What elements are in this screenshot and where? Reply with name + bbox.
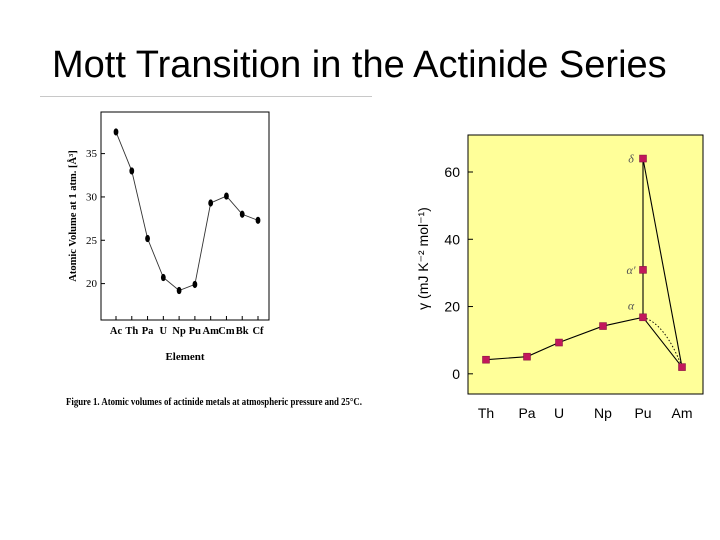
volume-point <box>113 128 119 136</box>
volume-point <box>176 286 182 295</box>
volume-point <box>208 199 214 207</box>
phase-label: α <box>628 298 635 312</box>
x-tick-label: Cm <box>218 326 235 337</box>
x-tick-label: Bk <box>236 326 249 337</box>
y-tick-label: 35 <box>86 148 98 160</box>
phase-label: α′ <box>627 263 636 277</box>
y-tick-label: 25 <box>86 235 98 247</box>
x-axis-label: Element <box>165 351 204 363</box>
gamma-point <box>599 322 607 330</box>
x-tick-label: U <box>554 405 564 421</box>
volume-point <box>224 192 229 200</box>
volume-point <box>160 273 166 282</box>
atomic-volume-chart: 20 25 30 35 Ac Th Pa U Np Pu Am Cm Bk Cf Atomic Volume… <box>66 111 362 408</box>
delta-am-line <box>642 158 683 368</box>
x-tick-label: Cf <box>252 326 264 337</box>
plot-area <box>467 134 704 395</box>
volume-point <box>239 210 245 218</box>
gamma-point <box>678 363 686 371</box>
gamma-line <box>485 316 683 368</box>
gamma-point <box>523 352 531 361</box>
y-tick-label: 0 <box>452 366 460 382</box>
y-tick-label: 20 <box>444 299 460 315</box>
volume-point <box>129 167 135 175</box>
volume-point <box>192 280 198 289</box>
slide-title: Mott Transition in the Actinide Series <box>52 44 667 86</box>
y-tick-label: 60 <box>444 164 460 180</box>
gamma-phase-point <box>639 154 647 163</box>
phase-label: δ <box>628 152 634 166</box>
gamma-chart: 0 20 40 60 Th Pa U Np Pu Am α′ δ α γ (mJ K⁻² mol⁻¹) <box>415 134 704 421</box>
x-tick-label: Np <box>172 326 186 337</box>
plot-frame <box>100 111 270 321</box>
x-tick-label: Pu <box>634 405 651 421</box>
title-divider <box>40 96 372 97</box>
x-tick-label: U <box>160 326 168 337</box>
gamma-point <box>482 355 490 364</box>
x-tick-label: Th <box>125 326 138 337</box>
y-axis-label: Atomic Volume at 1 atm. [Å³] <box>67 150 79 281</box>
x-tick-label: Th <box>478 405 494 421</box>
y-tick-label: 40 <box>444 231 460 247</box>
x-tick-label: Pa <box>518 405 535 421</box>
figure-caption: Figure 1. Atomic volumes of actinide met… <box>66 397 362 408</box>
y-tick-label: 30 <box>86 191 98 203</box>
x-tick-label: Pu <box>189 326 201 337</box>
volume-line <box>115 131 259 292</box>
gamma-point <box>639 313 647 322</box>
x-tick-label: Am <box>202 326 219 337</box>
gamma-point <box>555 338 563 347</box>
x-tick-label: Np <box>594 405 612 421</box>
alpha-dotted-branch <box>642 316 683 368</box>
volume-point <box>255 216 261 224</box>
y-axis-label: γ (mJ K⁻² mol⁻¹) <box>415 207 431 310</box>
y-tick-label: 20 <box>86 278 98 290</box>
x-tick-label: Am <box>672 405 693 421</box>
volume-point <box>145 234 150 243</box>
x-tick-label: Ac <box>110 326 123 337</box>
x-tick-label: Pa <box>142 326 154 337</box>
gamma-phase-point <box>639 266 647 274</box>
